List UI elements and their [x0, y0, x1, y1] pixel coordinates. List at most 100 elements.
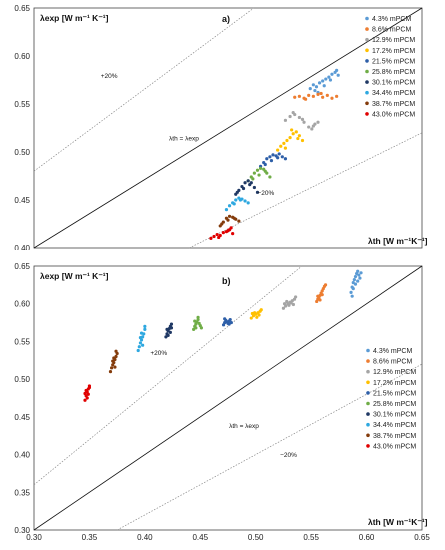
- data-point: [221, 231, 225, 235]
- data-point: [265, 157, 269, 161]
- legend-marker: [366, 433, 370, 438]
- data-point: [268, 175, 272, 179]
- data-point: [108, 370, 113, 374]
- data-point: [325, 93, 329, 97]
- data-point: [288, 136, 292, 140]
- data-point: [300, 117, 305, 121]
- data-point: [328, 78, 333, 82]
- data-point: [169, 322, 174, 326]
- series-points: [281, 295, 298, 310]
- x-tick-label: 0.35: [82, 533, 98, 542]
- y-tick-label: 0.65: [14, 262, 30, 271]
- data-point: [356, 279, 360, 283]
- data-point: [217, 235, 221, 240]
- data-point: [263, 169, 267, 173]
- legend-entry: 12.9% mPCM: [372, 37, 415, 44]
- data-point: [165, 327, 169, 331]
- data-point: [307, 125, 311, 129]
- data-point: [318, 298, 322, 302]
- data-point: [302, 120, 306, 124]
- plot-frame: [33, 265, 423, 531]
- x-tick-label: 0.60: [359, 533, 375, 542]
- series-points: [136, 324, 147, 353]
- data-point: [349, 290, 353, 294]
- legend-entry: 30.1% mPCM: [373, 412, 416, 419]
- x-tick-label: 0.40: [137, 533, 153, 542]
- x-tick-label: 0.30: [26, 533, 42, 542]
- series-points: [192, 315, 203, 331]
- data-point: [351, 287, 355, 291]
- data-point: [257, 313, 261, 317]
- data-point: [87, 385, 92, 390]
- y-tick-label: 0.55: [14, 337, 30, 346]
- legend-marker: [365, 69, 369, 74]
- data-point: [114, 349, 118, 353]
- data-point: [83, 398, 87, 402]
- legend-marker: [366, 401, 370, 406]
- data-point: [139, 331, 144, 335]
- legend-entry: 8.6% mPCM: [372, 27, 411, 34]
- legend-marker: [366, 412, 370, 416]
- legend-entry: 43.0% mPCM: [372, 111, 415, 118]
- y-tick-label: 0.45: [14, 196, 30, 205]
- data-point: [136, 348, 140, 353]
- data-point: [227, 204, 232, 208]
- data-point: [276, 156, 280, 160]
- reference-line-plus-20: [33, 265, 303, 486]
- data-point: [113, 365, 117, 369]
- data-point: [255, 190, 260, 194]
- legend-entry: 34.4% mPCM: [373, 422, 416, 429]
- legend-entry: 17.2% mPCM: [373, 380, 416, 387]
- legend-entry: 34.4% mPCM: [372, 90, 415, 97]
- legend-marker: [366, 348, 370, 353]
- legend-entry: 38.7% mPCM: [373, 433, 416, 440]
- data-point: [234, 198, 238, 202]
- data-point: [227, 322, 231, 326]
- series-points: [164, 322, 174, 339]
- data-point: [252, 171, 256, 175]
- series-points: [221, 317, 233, 327]
- data-point: [300, 138, 305, 143]
- panel-label: b): [222, 276, 231, 286]
- legend-marker: [365, 27, 369, 31]
- data-point: [241, 186, 246, 191]
- data-point: [269, 159, 274, 163]
- legend-marker: [366, 422, 370, 427]
- legend-entry: 30.1% mPCM: [372, 80, 415, 87]
- data-point: [310, 127, 314, 131]
- data-point: [141, 343, 145, 347]
- y-tick-label: 0.45: [14, 413, 30, 422]
- data-point: [311, 124, 315, 128]
- y-tick-label: 0.40: [14, 451, 30, 460]
- data-point: [357, 273, 361, 277]
- series-points: [218, 214, 241, 228]
- data-point: [359, 271, 363, 275]
- x-tick-label: 0.55: [303, 533, 319, 542]
- data-point: [321, 79, 325, 83]
- x-tick-label: 0.65: [414, 533, 430, 542]
- data-point: [352, 277, 356, 282]
- series-points: [249, 308, 263, 320]
- data-point: [248, 183, 252, 187]
- series-points: [258, 152, 288, 168]
- data-point: [327, 75, 331, 79]
- data-point: [257, 173, 261, 177]
- legend-marker: [366, 380, 370, 385]
- annotation-label: +20%: [101, 73, 118, 80]
- legend-marker: [365, 112, 369, 116]
- legend-marker: [366, 369, 370, 374]
- y-axis-title: λexp [W m⁻¹ K⁻¹]: [40, 13, 109, 23]
- series-points: [83, 384, 92, 402]
- data-point: [232, 202, 236, 206]
- data-point: [297, 94, 301, 98]
- data-point: [313, 88, 317, 93]
- annotation-label: λth = λexp: [229, 423, 259, 430]
- data-point: [237, 219, 241, 223]
- data-point: [316, 92, 320, 96]
- data-point: [321, 95, 325, 99]
- data-point: [287, 303, 291, 307]
- legend-entry: 17.2% mPCM: [372, 48, 415, 55]
- data-point: [243, 199, 247, 203]
- data-point: [324, 77, 328, 81]
- data-point: [307, 93, 311, 97]
